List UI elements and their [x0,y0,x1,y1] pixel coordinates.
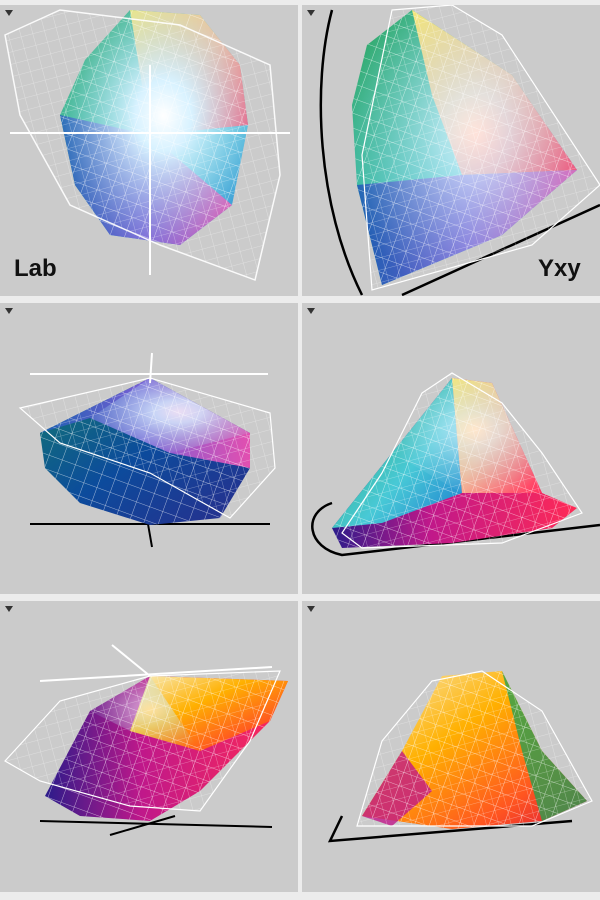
lab-top-gamut-plot[interactable] [0,5,298,296]
lab-side-menu-icon[interactable] [5,308,13,314]
lab-label: Lab [14,255,57,282]
yxy-bottom-menu-icon[interactable] [307,606,315,612]
yxy-top-menu-icon[interactable] [307,10,315,16]
yxy-top-gamut-plot[interactable] [302,5,600,296]
lab-bottom-view-panel[interactable] [0,601,298,892]
yxy-label: Yxy [538,255,581,282]
yxy-top-view-panel[interactable]: Yxy [302,5,600,296]
lab-bottom-menu-icon[interactable] [5,606,13,612]
lab-side-gamut-plot[interactable] [0,303,298,594]
lab-side-view-panel[interactable] [0,303,298,594]
yxy-side-gamut-plot[interactable] [302,303,600,594]
yxy-bottom-view-panel[interactable] [302,601,600,892]
yxy-side-menu-icon[interactable] [307,308,315,314]
lab-bottom-gamut-plot[interactable] [0,601,298,892]
yxy-bottom-gamut-plot[interactable] [302,601,600,892]
lab-top-view-panel[interactable]: Lab [0,5,298,296]
lab-top-menu-icon[interactable] [5,10,13,16]
yxy-side-view-panel[interactable] [302,303,600,594]
